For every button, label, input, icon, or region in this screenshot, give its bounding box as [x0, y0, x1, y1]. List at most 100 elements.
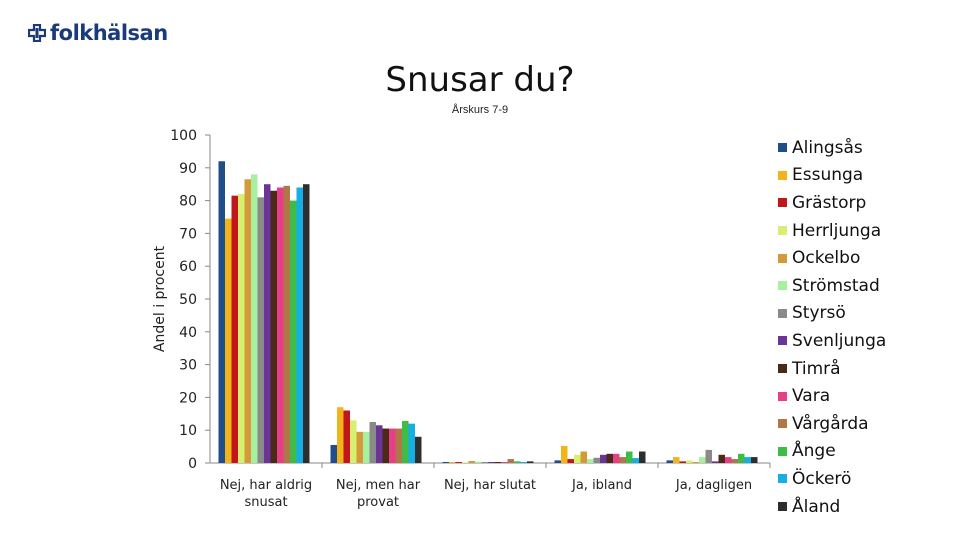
legend-label: Herrljunga: [792, 220, 882, 241]
bar-herrljunga: [238, 194, 245, 464]
legend-item: Öckerö: [778, 465, 886, 493]
bar-åland: [639, 451, 646, 463]
legend-label: Åland: [792, 496, 841, 517]
bar-åland: [303, 184, 310, 463]
bar-vara: [613, 453, 620, 463]
y-tick-label: 30: [179, 358, 197, 374]
legend-swatch: [778, 502, 787, 512]
bar-vara: [501, 462, 508, 463]
bar-öckerö: [408, 423, 415, 463]
bar-essunga: [673, 457, 680, 463]
bar-alingsås: [666, 460, 673, 463]
legend-swatch: [778, 364, 787, 374]
bar-vara: [389, 428, 396, 463]
legend-swatch: [778, 446, 787, 456]
bar-grästorp: [343, 410, 350, 463]
bar-vara: [725, 457, 732, 463]
bar-öckerö: [296, 187, 303, 464]
bar-ockelbo: [692, 462, 699, 463]
bar-styrsö: [593, 457, 600, 463]
x-tick-label: Ja, ibland: [571, 478, 632, 493]
bar-åland: [527, 461, 534, 463]
bar-timrå: [606, 453, 613, 463]
bar-timrå: [494, 462, 501, 463]
bar-svenljunga: [600, 454, 607, 463]
x-tick-label: Nej, har aldrig snusat: [220, 478, 312, 510]
legend-swatch: [778, 281, 787, 291]
bar-timrå: [270, 190, 277, 463]
bar-svenljunga: [712, 461, 719, 463]
bar-strömstad: [475, 461, 482, 463]
bar-styrsö: [481, 462, 488, 463]
legend-item: Åland: [778, 493, 886, 521]
y-axis-label: Andel i procent: [152, 245, 168, 352]
bar-öckerö: [744, 457, 751, 463]
legend-label: Öckerö: [792, 468, 852, 489]
bar-vårgårda: [507, 459, 514, 463]
bar-öckerö: [520, 462, 527, 463]
logo: folkhälsan: [28, 20, 168, 46]
bar-ockelbo: [356, 431, 363, 463]
bar-åland: [751, 457, 758, 463]
bar-ockelbo: [244, 179, 251, 463]
legend-item: Vårgårda: [778, 410, 886, 438]
bar-ånge: [738, 453, 745, 463]
legend-swatch: [778, 253, 787, 263]
legend-swatch: [778, 143, 787, 153]
x-tick-label: Nej, men har provat: [336, 478, 421, 510]
legend-item: Vara: [778, 382, 886, 410]
bar-ånge: [626, 451, 633, 463]
x-tick-label: Nej, har slutat: [444, 478, 536, 493]
bar-styrsö: [257, 197, 264, 463]
bar-herrljunga: [350, 420, 357, 463]
bar-alingsås: [218, 161, 225, 464]
legend-label: Essunga: [792, 165, 864, 186]
chart-title: Snusar du?: [385, 60, 575, 100]
bar-styrsö: [705, 449, 712, 463]
legend-swatch: [778, 419, 787, 429]
x-tick-label: Ja, dagligen: [675, 478, 752, 493]
bar-vårgårda: [395, 428, 402, 463]
y-tick-label: 80: [179, 194, 197, 210]
bar-essunga: [225, 218, 232, 463]
bar-vårgårda: [731, 459, 738, 463]
legend-swatch: [778, 308, 787, 318]
bar-styrsö: [369, 422, 376, 463]
legend-item: Alingsås: [778, 134, 886, 162]
bar-svenljunga: [376, 425, 383, 463]
folkhalsan-cross-icon: [28, 24, 46, 42]
legend-swatch: [778, 336, 787, 346]
legend-swatch: [778, 198, 787, 208]
bar-alingsås: [330, 444, 337, 463]
bar-ockelbo: [580, 451, 587, 463]
y-tick-label: 70: [179, 226, 197, 242]
y-tick-label: 0: [188, 456, 197, 472]
bar-vårgårda: [283, 185, 290, 463]
legend-item: Essunga: [778, 162, 886, 190]
bar-vårgårda: [619, 457, 626, 463]
legend-label: Styrsö: [792, 303, 846, 324]
legend-label: Ånge: [792, 441, 836, 462]
bar-essunga: [561, 445, 568, 463]
legend-label: Strömstad: [792, 275, 880, 296]
bar-åland: [415, 436, 422, 463]
brand-name: folkhälsan: [50, 21, 168, 45]
legend-item: Svenljunga: [778, 327, 886, 355]
legend-label: Grästorp: [792, 192, 867, 213]
bar-vara: [277, 187, 284, 464]
legend-label: Ockelbo: [792, 248, 861, 269]
bar-herrljunga: [686, 460, 693, 463]
bar-timrå: [718, 454, 725, 463]
bar-essunga: [449, 462, 456, 463]
bar-timrå: [382, 428, 389, 463]
bar-strömstad: [363, 431, 370, 463]
bar-alingsås: [554, 460, 561, 463]
y-tick-label: 60: [179, 259, 197, 275]
y-tick-label: 40: [179, 325, 197, 341]
bar-strömstad: [699, 457, 706, 463]
bar-svenljunga: [488, 462, 495, 463]
legend-swatch: [778, 170, 787, 180]
legend-item: Ockelbo: [778, 244, 886, 272]
bar-strömstad: [587, 459, 594, 463]
bar-ockelbo: [468, 461, 475, 463]
